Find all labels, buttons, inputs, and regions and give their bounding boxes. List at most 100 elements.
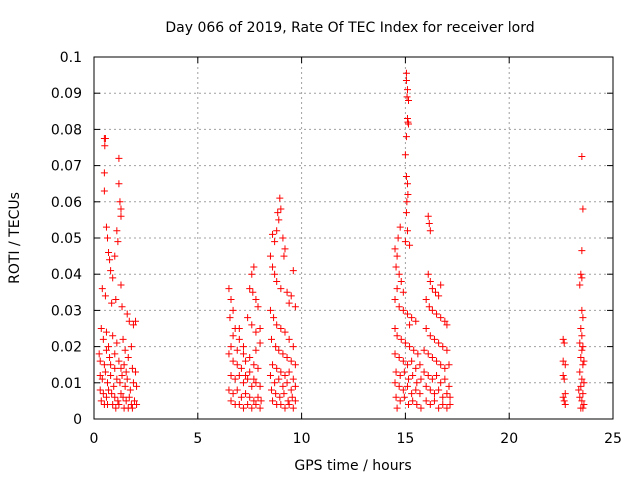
data-point bbox=[579, 404, 587, 412]
data-point bbox=[249, 288, 257, 296]
data-point bbox=[395, 382, 403, 390]
data-point bbox=[433, 357, 441, 365]
data-point bbox=[96, 372, 104, 380]
data-point bbox=[408, 314, 416, 322]
data-point bbox=[235, 325, 243, 332]
data-point bbox=[225, 386, 233, 394]
data-point bbox=[416, 361, 424, 369]
data-point bbox=[229, 306, 237, 314]
data-point bbox=[399, 357, 407, 365]
data-point bbox=[273, 364, 281, 372]
data-point bbox=[114, 238, 122, 246]
data-point bbox=[397, 335, 405, 343]
data-point bbox=[233, 361, 241, 369]
data-point bbox=[288, 393, 296, 401]
data-point bbox=[239, 379, 247, 387]
data-point bbox=[404, 118, 412, 126]
data-point bbox=[403, 361, 411, 369]
data-point bbox=[579, 390, 587, 398]
data-point bbox=[122, 368, 130, 376]
data-point bbox=[580, 379, 588, 387]
data-point bbox=[111, 252, 119, 260]
data-point bbox=[248, 404, 256, 412]
data-point bbox=[227, 343, 235, 351]
data-point bbox=[105, 343, 113, 351]
data-point bbox=[395, 303, 403, 311]
data-point bbox=[285, 335, 293, 343]
data-point bbox=[102, 328, 110, 336]
data-point bbox=[422, 397, 430, 405]
data-point bbox=[117, 281, 125, 289]
data-point bbox=[257, 397, 265, 405]
data-point bbox=[107, 372, 115, 380]
data-point bbox=[403, 198, 411, 206]
data-point bbox=[229, 332, 237, 340]
data-point bbox=[560, 397, 568, 405]
data-point bbox=[403, 382, 411, 390]
data-point bbox=[229, 357, 237, 365]
data-point bbox=[123, 375, 131, 383]
data-point bbox=[422, 325, 430, 332]
data-point bbox=[400, 368, 408, 376]
data-point bbox=[445, 382, 453, 390]
data-point bbox=[110, 382, 118, 390]
data-point bbox=[128, 404, 136, 412]
data-point bbox=[266, 252, 274, 260]
x-axis-label: GPS time / hours bbox=[294, 458, 411, 474]
data-point bbox=[250, 397, 258, 405]
data-point bbox=[577, 353, 585, 361]
data-point bbox=[256, 325, 264, 332]
data-point bbox=[578, 274, 586, 282]
data-point bbox=[412, 364, 420, 372]
data-point bbox=[227, 296, 235, 304]
data-point bbox=[242, 357, 250, 365]
data-point bbox=[439, 343, 447, 351]
data-point bbox=[439, 401, 447, 409]
data-point bbox=[97, 397, 105, 405]
data-point bbox=[272, 343, 280, 351]
data-point bbox=[410, 346, 418, 354]
data-point bbox=[406, 321, 414, 329]
data-point bbox=[235, 401, 243, 409]
data-point bbox=[244, 375, 252, 383]
x-tick-label: 0 bbox=[90, 431, 99, 447]
data-point bbox=[409, 397, 417, 405]
data-point bbox=[577, 325, 585, 332]
data-point bbox=[129, 321, 137, 329]
data-point bbox=[122, 397, 130, 405]
data-point bbox=[266, 372, 274, 380]
data-point bbox=[403, 86, 411, 94]
data-point bbox=[403, 93, 411, 101]
data-point bbox=[417, 404, 425, 412]
x-tick-label: 10 bbox=[293, 431, 311, 447]
data-point bbox=[109, 401, 117, 409]
data-point bbox=[252, 379, 260, 387]
data-point bbox=[559, 372, 567, 380]
data-point bbox=[393, 404, 401, 412]
data-point bbox=[112, 404, 120, 412]
y-axis-ticks: 0 0.01 0.02 0.03 0.04 0.05 0.06 0.07 0.08 0.09 0.1 bbox=[51, 50, 613, 428]
data-point bbox=[289, 267, 297, 275]
data-point bbox=[396, 372, 404, 380]
data-point bbox=[405, 401, 413, 409]
data-point bbox=[248, 321, 256, 329]
data-point bbox=[579, 314, 587, 322]
data-point bbox=[112, 296, 120, 304]
data-point bbox=[116, 379, 124, 387]
data-point bbox=[254, 303, 262, 311]
data-point bbox=[111, 350, 119, 358]
data-point bbox=[392, 393, 400, 401]
data-point bbox=[287, 357, 295, 365]
data-point bbox=[287, 292, 295, 300]
data-point bbox=[233, 346, 241, 354]
data-point bbox=[244, 401, 252, 409]
data-point bbox=[443, 390, 451, 398]
data-point bbox=[271, 379, 279, 387]
data-point bbox=[269, 361, 277, 369]
y-tick-label: 0.09 bbox=[51, 86, 82, 102]
data-point bbox=[275, 216, 283, 224]
data-point bbox=[273, 321, 281, 329]
data-point bbox=[441, 364, 449, 372]
data-point bbox=[119, 335, 127, 343]
data-point bbox=[275, 375, 283, 383]
